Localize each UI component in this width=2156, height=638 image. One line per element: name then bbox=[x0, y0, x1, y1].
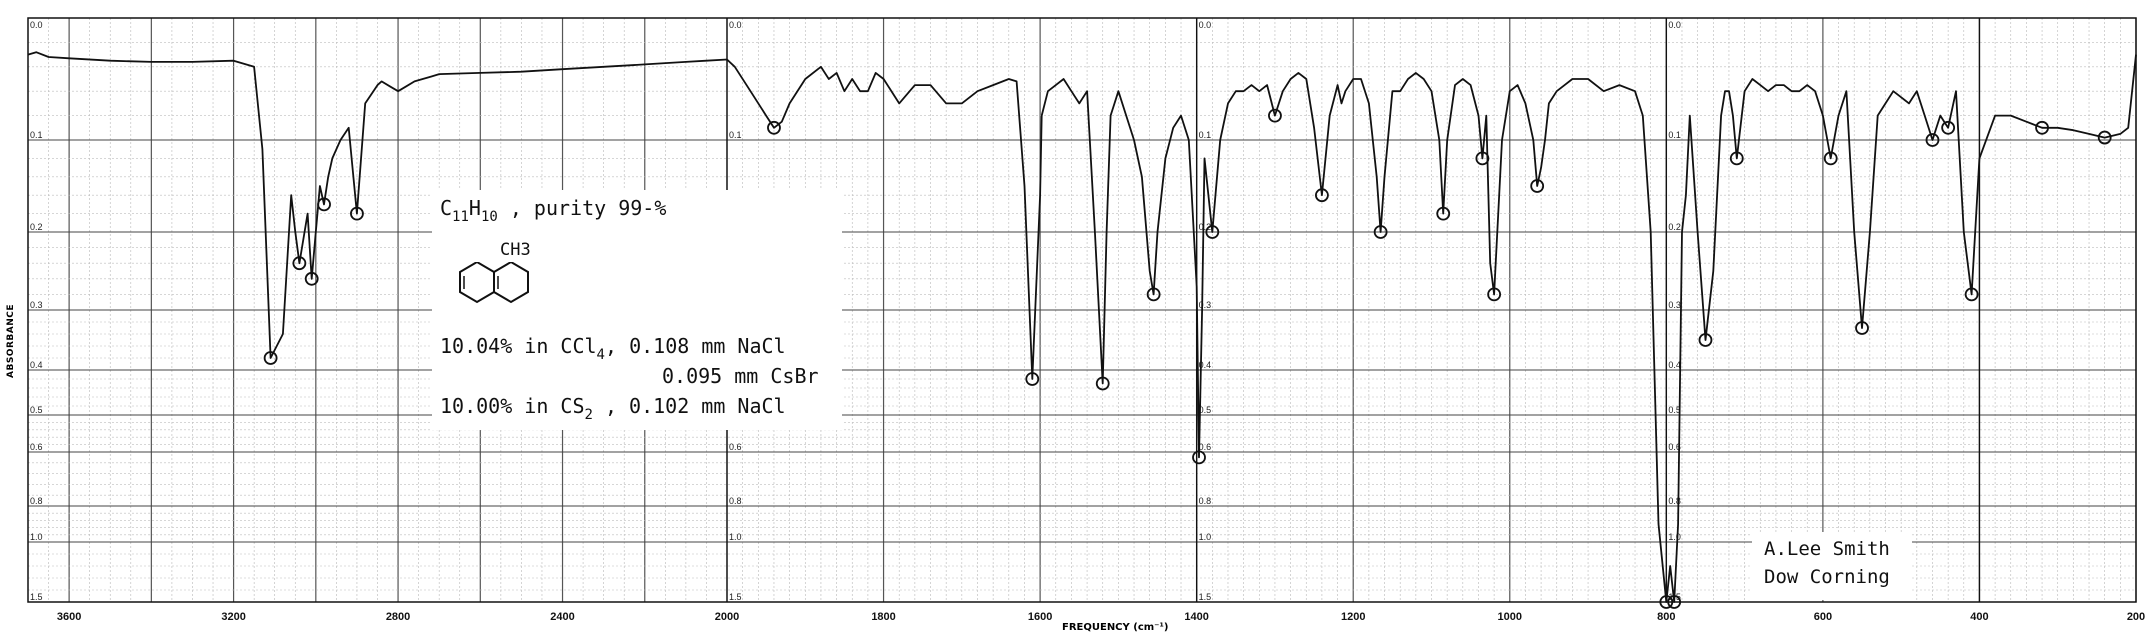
y-tick-label: 1.0 bbox=[729, 532, 742, 542]
x-tick-label: 1600 bbox=[1028, 611, 1052, 623]
molecular-formula: C11H10 , purity 99-% bbox=[440, 196, 667, 225]
x-tick-label: 400 bbox=[1970, 611, 1988, 623]
y-tick-label: 0.5 bbox=[30, 405, 43, 415]
peak-marker bbox=[1925, 133, 1940, 147]
peak-marker bbox=[767, 120, 781, 135]
peak-marker bbox=[1729, 151, 1744, 166]
x-tick-label: 1400 bbox=[1184, 611, 1208, 623]
spectrum-curve bbox=[27, 51, 2137, 609]
y-tick-label: 0.1 bbox=[1199, 130, 1212, 140]
y-tick-label: 0.0 bbox=[1668, 20, 1681, 30]
y-tick-label: 0.5 bbox=[1199, 405, 1212, 415]
y-tick-label: 0.8 bbox=[729, 496, 742, 506]
y-tick-label: 0.8 bbox=[1199, 496, 1212, 506]
peak-marker bbox=[1436, 206, 1451, 221]
sample-condition-2: 0.095 mm CsBr bbox=[662, 364, 819, 388]
peak-marker bbox=[292, 256, 307, 271]
peak-marker bbox=[1659, 595, 1674, 609]
x-tick-label: 800 bbox=[1657, 611, 1675, 623]
y-tick-label: 0.1 bbox=[30, 130, 43, 140]
x-tick-label: 200 bbox=[2127, 611, 2145, 623]
y-tick-label: 0.3 bbox=[1668, 300, 1681, 310]
y-tick-label: 0.6 bbox=[30, 442, 43, 452]
y-tick-label: 0.2 bbox=[1199, 222, 1212, 232]
y-tick-label: 1.0 bbox=[1668, 532, 1681, 542]
peak-marker bbox=[263, 351, 278, 365]
x-tick-label: 600 bbox=[1814, 611, 1832, 623]
axes bbox=[27, 17, 2137, 603]
x-tick-label: 2000 bbox=[715, 611, 739, 623]
sample-label-panel bbox=[432, 190, 842, 430]
author-affiliation: Dow Corning bbox=[1764, 566, 1890, 588]
y-tick-label: 1.5 bbox=[729, 592, 742, 602]
peak-marker bbox=[1268, 108, 1282, 123]
y-tick-label: 0.2 bbox=[30, 222, 43, 232]
peak-marker bbox=[1855, 321, 1869, 335]
x-axis-label: FREQUENCY (cm⁻¹) bbox=[1062, 622, 1169, 633]
y-tick-label: 0.4 bbox=[30, 360, 43, 370]
peak-marker bbox=[1192, 450, 1206, 465]
peak-marker bbox=[1487, 287, 1502, 302]
peak-marker bbox=[1530, 179, 1545, 193]
peak-marker bbox=[2097, 130, 2112, 145]
y-tick-label: 0.2 bbox=[1668, 222, 1681, 232]
y-tick-label: 0.1 bbox=[1668, 130, 1681, 140]
peak-marker bbox=[1698, 333, 1713, 347]
x-tick-label: 3600 bbox=[57, 611, 81, 623]
y-tick-label: 1.0 bbox=[30, 532, 43, 542]
y-axis-label: ABSORBANCE bbox=[6, 304, 16, 378]
y-tick-label: 1.5 bbox=[1199, 592, 1212, 602]
y-tick-label: 0.8 bbox=[1668, 496, 1681, 506]
y-tick-label: 0.4 bbox=[1199, 360, 1212, 370]
plot-frame bbox=[27, 17, 2137, 603]
y-tick-label: 1.0 bbox=[1199, 532, 1212, 542]
peak-marker bbox=[317, 197, 331, 212]
peak-marker bbox=[1823, 151, 1838, 166]
peak-marker bbox=[1146, 287, 1161, 302]
x-tick-label: 1200 bbox=[1341, 611, 1365, 623]
x-tick-label: 2800 bbox=[386, 611, 410, 623]
sample-condition-1: 10.04% in CCl4, 0.108 mm NaCl bbox=[440, 334, 786, 363]
y-tick-label: 0.8 bbox=[30, 496, 43, 506]
peak-marker bbox=[1095, 376, 1110, 391]
sample-condition-3: 10.00% in CS2 , 0.102 mm NaCl bbox=[440, 394, 786, 423]
y-tick-label: 0.0 bbox=[729, 20, 742, 30]
tick-labels: 3600 3200 2800 2400 2000 1800 1600 1400 1200 1000… bbox=[30, 20, 2145, 623]
naphthalene-structure-icon bbox=[459, 262, 529, 304]
y-tick-label: 0.6 bbox=[1668, 442, 1681, 452]
peak-marker bbox=[350, 206, 364, 221]
peak-marker bbox=[1475, 151, 1490, 166]
peak-marker bbox=[1941, 120, 1956, 135]
y-tick-label: 0.0 bbox=[30, 20, 43, 30]
y-tick-label: 0.0 bbox=[1199, 20, 1212, 30]
y-tick-label: 0.5 bbox=[1668, 405, 1681, 415]
methyl-substituent-label: CH3 bbox=[500, 240, 531, 260]
peak-marker bbox=[1315, 188, 1329, 203]
y-tick-label: 0.4 bbox=[1668, 360, 1681, 370]
y-tick-label: 0.3 bbox=[1199, 300, 1212, 310]
x-tick-label: 3200 bbox=[221, 611, 245, 623]
peak-marker bbox=[1667, 595, 1682, 609]
author-name: A.Lee Smith bbox=[1764, 538, 1890, 560]
signature-panel bbox=[1752, 532, 1912, 600]
peak-marker bbox=[1205, 225, 1220, 239]
y-tick-label: 0.3 bbox=[30, 300, 43, 310]
peak-marker bbox=[1025, 372, 1040, 386]
peak-marker bbox=[1373, 225, 1388, 239]
peak-marker bbox=[1964, 287, 1979, 302]
y-tick-label: 1.5 bbox=[30, 592, 43, 602]
x-tick-label: 2400 bbox=[550, 611, 574, 623]
peak-marker bbox=[2035, 120, 2049, 135]
y-tick-label: 0.1 bbox=[729, 130, 742, 140]
spectrum-line bbox=[27, 51, 2137, 603]
y-tick-label: 0.6 bbox=[1199, 442, 1212, 452]
peak-marker bbox=[304, 271, 319, 286]
x-tick-label: 1800 bbox=[871, 611, 895, 623]
y-tick-label: 0.6 bbox=[729, 442, 742, 452]
x-tick-label: 1000 bbox=[1498, 611, 1522, 623]
